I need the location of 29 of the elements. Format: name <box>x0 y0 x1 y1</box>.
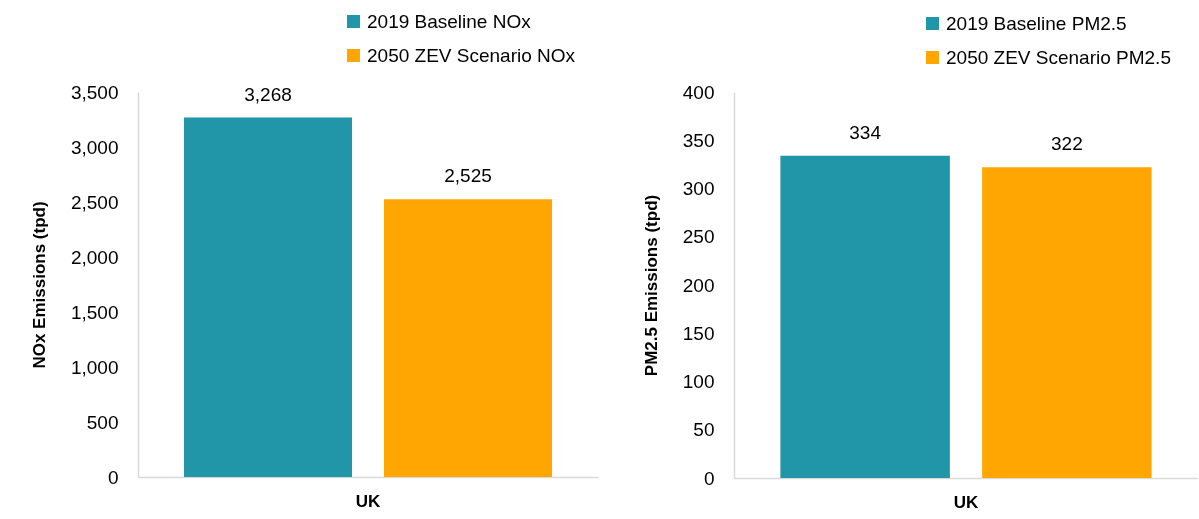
y-tick-label: 50 <box>693 419 715 441</box>
data-label: 322 <box>1051 133 1083 155</box>
y-tick-label: 3,500 <box>70 81 119 103</box>
y-tick-label: 500 <box>86 411 119 433</box>
y-tick-label: 3,000 <box>70 136 119 158</box>
legend-label: 2050 ZEV Scenario NOx <box>367 44 576 66</box>
y-tick-label: 1,000 <box>70 356 119 378</box>
y-tick-label: 200 <box>682 274 715 296</box>
x-tick-label: UK <box>953 492 979 512</box>
legend-label: 2019 Baseline PM2.5 <box>946 12 1127 34</box>
data-label: 3,268 <box>244 83 292 105</box>
y-tick-label: 0 <box>107 466 119 488</box>
y-axis-title: PM2.5 Emissions (tpd) <box>641 194 661 377</box>
x-tick-label: UK <box>355 491 381 511</box>
data-label: 2,525 <box>444 165 492 187</box>
y-tick-label: 150 <box>682 322 715 344</box>
y-tick-label: 250 <box>682 226 715 248</box>
y-tick-label: 0 <box>703 467 715 489</box>
y-axis-title: NOx Emissions (tpd) <box>29 201 49 369</box>
y-tick-label: 350 <box>682 129 715 151</box>
legend-label: 2019 Baseline NOx <box>367 10 532 32</box>
y-tick-label: 2,500 <box>70 191 119 213</box>
y-tick-label: 100 <box>682 371 715 392</box>
y-tick-label: 2,000 <box>70 246 119 268</box>
legend-label: 2050 ZEV Scenario PM2.5 <box>946 46 1171 68</box>
y-tick-label: 1,500 <box>70 301 119 323</box>
data-label: 334 <box>849 121 882 143</box>
y-tick-label: 300 <box>682 178 715 199</box>
y-tick-label: 400 <box>682 81 715 103</box>
